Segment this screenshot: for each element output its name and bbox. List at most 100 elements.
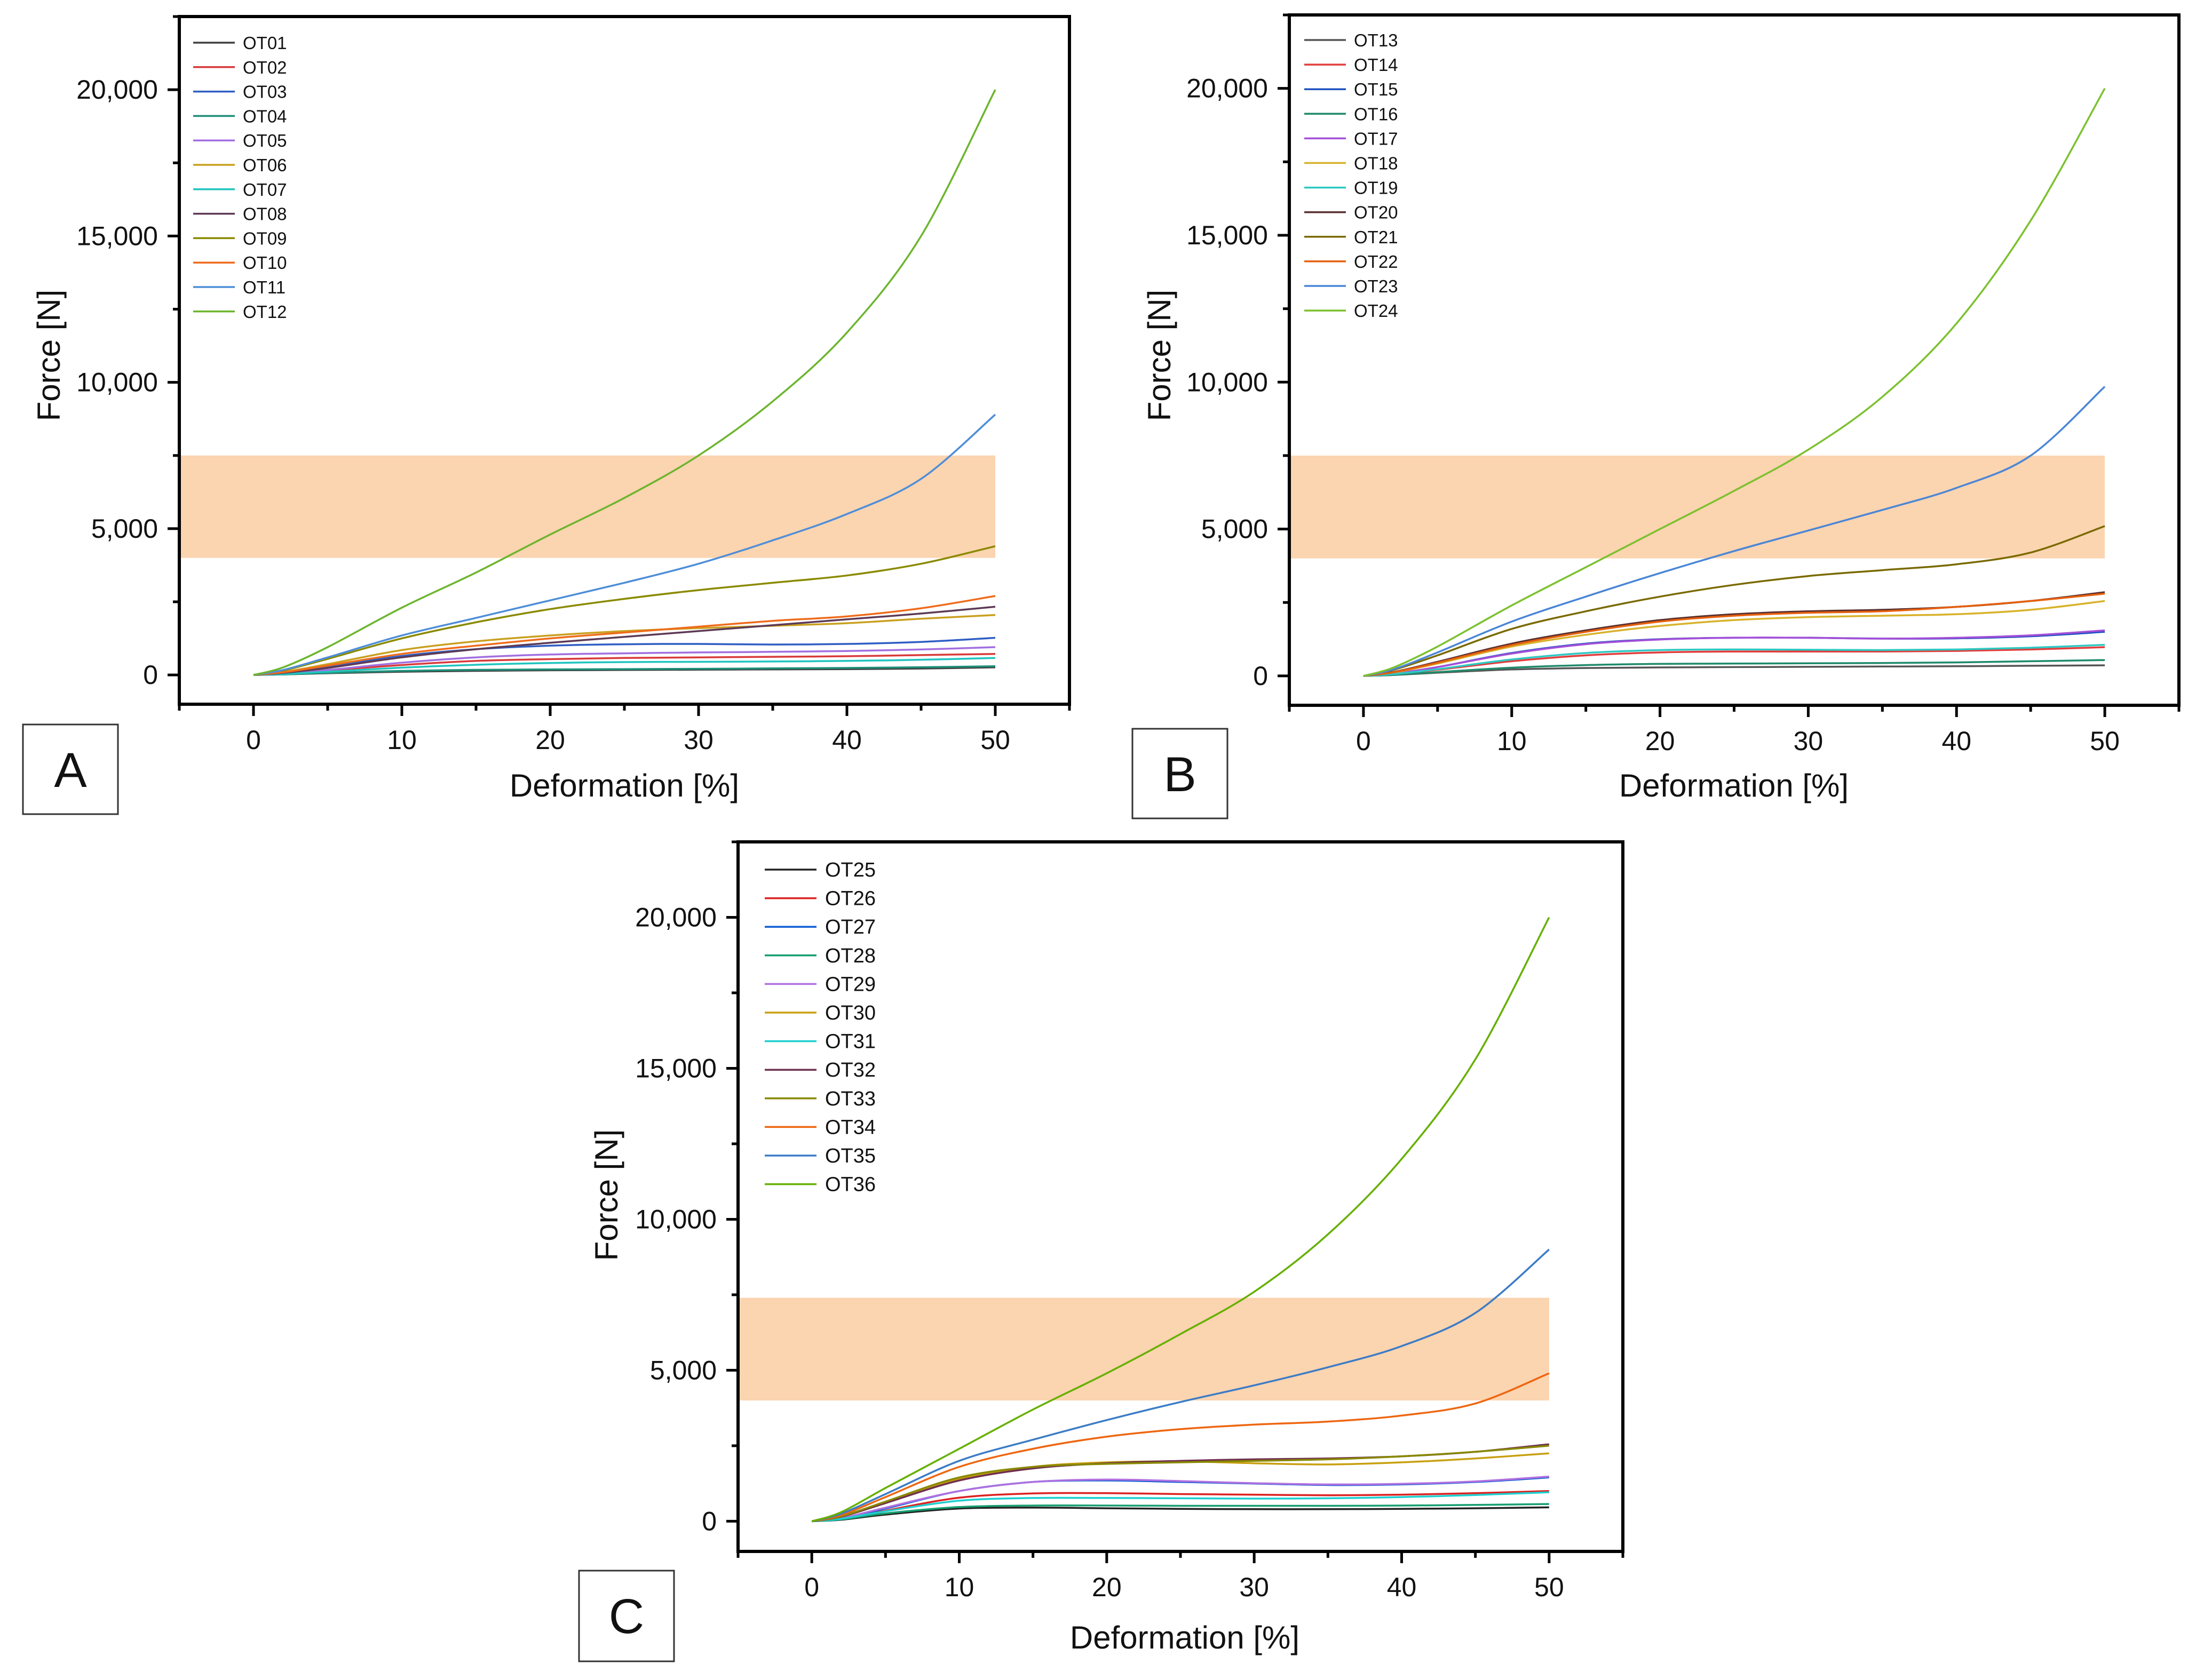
y-tick-label: 10,000 [76,368,158,397]
x-tick-label: 50 [1534,1572,1564,1602]
legend-label: OT09 [243,228,287,248]
x-tick-label: 40 [1387,1572,1417,1602]
panel-label-box [578,1570,675,1662]
series-line-ot25 [812,1506,1549,1523]
x-tick-label: 0 [246,725,261,755]
x-tick-label: 20 [1645,726,1675,756]
y-tick-label: 20,000 [76,75,158,105]
panel-label-box [22,723,119,815]
x-tick-label: 40 [1941,726,1971,756]
x-axis-title: Deformation [%] [1070,1620,1299,1655]
x-tick-label: 10 [945,1572,974,1602]
series-line-ot11 [253,413,996,676]
legend-label: OT05 [243,131,287,150]
panel-label-box [1131,728,1228,819]
legend-label: OT06 [243,155,287,175]
x-axis-title: Deformation [%] [510,768,739,803]
series-line-ot08 [253,606,996,676]
series-line-ot17 [1363,629,2105,677]
series-line-ot16 [1363,659,2105,677]
legend-label: OT17 [1354,129,1398,148]
legend-label: OT11 [243,277,286,297]
plot-area [1289,15,2179,705]
y-tick-label: 10,000 [635,1204,717,1234]
y-axis-title: Force [N] [1141,290,1177,421]
legend-label: OT34 [825,1116,876,1138]
x-tick-label: 50 [2090,726,2120,756]
y-tick-label: 0 [143,660,158,690]
legend-label: OT01 [243,33,287,53]
panel-label: A [54,743,87,798]
legend-label: OT12 [243,302,287,322]
target-force-band [179,455,995,558]
series-line-ot28 [812,1503,1549,1523]
y-tick-label: 5,000 [1201,514,1268,544]
x-tick-label: 20 [1092,1572,1122,1602]
series-line-ot21 [1363,525,2105,677]
legend-label: OT36 [825,1174,876,1196]
legend-label: OT07 [243,180,287,200]
series-line-ot29 [812,1475,1549,1523]
legend-label: OT21 [1354,227,1398,247]
legend-label: OT23 [1354,276,1398,296]
legend-label: OT28 [825,945,876,967]
legend-label: OT02 [243,58,287,77]
x-tick-label: 40 [832,725,862,755]
x-tick-label: 10 [1497,726,1527,756]
x-tick-label: 30 [1794,726,1824,756]
legend-label: OT15 [1354,79,1398,99]
series-line-ot19 [1363,643,2105,677]
legend-label: OT18 [1354,154,1398,173]
legend-label: OT04 [243,106,287,126]
legend-label: OT03 [243,82,287,102]
y-tick-label: 15,000 [76,221,158,251]
x-tick-label: 10 [387,725,417,755]
y-tick-label: 15,000 [1186,220,1268,250]
y-axis-title: Force [N] [31,290,67,421]
series-line-ot10 [253,595,996,676]
series-line-ot33 [811,1445,1549,1523]
legend-label: OT27 [825,916,876,938]
x-tick-label: 20 [535,725,565,755]
legend-label: OT16 [1354,104,1398,124]
series-line-ot09 [253,545,996,676]
y-tick-label: 20,000 [1186,74,1268,103]
legend-label: OT14 [1354,55,1398,75]
legend-label: OT10 [243,253,287,273]
legend-label: OT33 [825,1088,876,1110]
x-tick-label: 30 [1239,1572,1269,1602]
x-tick-label: 0 [804,1572,819,1602]
panel-a-chart: 0 10 20 30 40 50 0 5,000 10,000 15,000 20,000 OT0… [22,15,1071,815]
legend-label: OT30 [825,1002,876,1024]
plot-area [738,842,1623,1551]
x-tick-label: 0 [1356,726,1371,756]
y-tick-label: 5,000 [91,514,158,544]
series-line-ot04 [253,665,996,676]
target-force-band [1289,455,2105,559]
series-line-ot36 [811,917,1550,1523]
legend-label: OT08 [243,204,287,224]
legend-label: OT19 [1354,178,1398,198]
panel-label: C [609,1589,644,1644]
series-line-ot35 [811,1248,1550,1523]
y-tick-label: 0 [702,1506,717,1536]
panel-label: B [1163,747,1196,802]
plot-area [179,17,1069,704]
y-tick-label: 0 [1253,661,1268,691]
x-tick-label: 30 [684,725,714,755]
series-line-ot06 [253,614,996,676]
legend-label: OT35 [825,1145,876,1167]
series-line-ot07 [253,657,996,676]
y-tick-label: 15,000 [635,1053,717,1083]
series-line-ot05 [253,646,996,676]
legend-label: OT26 [825,888,876,910]
x-tick-label: 50 [980,725,1010,755]
series-line-ot24 [1363,87,2106,677]
y-tick-label: 10,000 [1186,367,1268,397]
legend-label: OT32 [825,1059,876,1081]
series-line-ot22 [1363,593,2105,677]
series-line-ot31 [812,1491,1549,1523]
legend-label: OT24 [1354,301,1398,321]
y-tick-label: 5,000 [650,1355,717,1385]
